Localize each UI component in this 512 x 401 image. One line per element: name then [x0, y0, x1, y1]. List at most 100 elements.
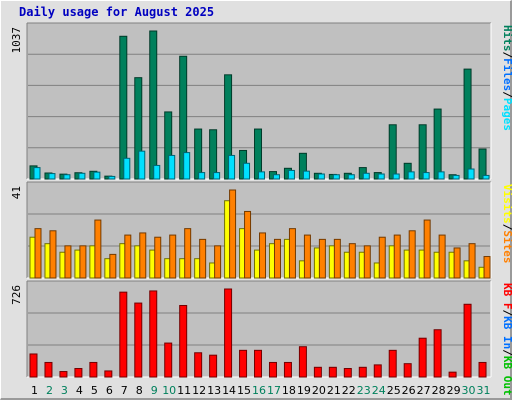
visits-bar-sites: [333, 238, 341, 279]
day-label: 9: [151, 384, 158, 397]
visits-bar-sites: [154, 236, 162, 279]
day-label: 8: [136, 384, 143, 397]
hits-bar-pages: [317, 173, 325, 180]
day-label: 3: [61, 384, 68, 397]
kbytes-bar-kb-f: [89, 361, 98, 378]
day-label: 19: [297, 384, 311, 397]
hits-bar-pages: [332, 174, 340, 180]
hits-bar-pages: [93, 171, 101, 180]
kbytes-bar-kb-f: [418, 337, 427, 378]
kbytes-legend-item: /: [501, 310, 512, 317]
hits-bar-pages: [138, 150, 146, 180]
visits-bar-sites: [453, 247, 461, 279]
hits-bar-pages: [213, 172, 221, 180]
hits-bar-hits: [418, 124, 427, 180]
kbytes-bar-kb-f: [179, 304, 188, 378]
kbytes-bar-kb-f: [313, 366, 322, 378]
visits-bar-sites: [79, 245, 87, 279]
kbytes-bar-kb-f: [194, 352, 203, 378]
day-label: 10: [162, 384, 176, 397]
day-label: 25: [387, 384, 401, 397]
hits-legend-item: Pages: [501, 98, 512, 131]
day-label: 15: [237, 384, 251, 397]
visits-bar-sites: [378, 236, 386, 279]
visits-bar-sites: [124, 234, 132, 279]
kbytes-bar-kb-f: [134, 302, 143, 378]
kbytes-bar-kb-f: [254, 349, 263, 378]
day-label: 6: [106, 384, 113, 397]
kbytes-legend-item: KB F: [501, 283, 512, 310]
hits-legend-item: Files: [501, 58, 512, 91]
kbytes-bar-kb-f: [448, 371, 457, 378]
hits-bar-hits: [388, 124, 397, 180]
hits-bar-pages: [362, 172, 370, 180]
visits-bar-sites: [259, 232, 267, 279]
visits-bar-sites: [94, 219, 102, 279]
day-label: 5: [91, 384, 98, 397]
hits-legend-item: Hits: [501, 25, 512, 52]
visits-legend: Visits/Sites: [501, 184, 512, 264]
kbytes-bar-kb-f: [209, 354, 218, 378]
kbytes-bar-kb-f: [358, 366, 367, 378]
kbytes-bar-kb-f: [59, 371, 68, 378]
kbytes-ymax-label: 726: [10, 285, 23, 305]
hits-bar-pages: [108, 175, 116, 180]
kbytes-bar-kb-f: [298, 346, 307, 378]
visits-bar-sites: [199, 238, 207, 279]
day-label: 30: [462, 384, 476, 397]
visits-bar-sites: [303, 234, 311, 279]
kbytes-bar-kb-f: [328, 366, 337, 378]
kbytes-bar-kb-f: [463, 303, 472, 378]
hits-legend: Hits/Files/Pages: [501, 25, 512, 131]
hits-bar-hits: [119, 35, 128, 180]
visits-ymax-label: 41: [10, 186, 23, 199]
day-label: 29: [447, 384, 461, 397]
visits-bar-sites: [229, 189, 237, 279]
visits-bar-sites: [169, 234, 177, 279]
hits-bar-pages: [407, 171, 415, 180]
kbytes-bar-kb-f: [149, 290, 158, 378]
visits-bar-sites: [438, 234, 446, 279]
visits-bar-sites: [348, 243, 356, 279]
hits-bar-hits: [254, 128, 263, 180]
day-label: 20: [312, 384, 326, 397]
hits-bar-hits: [149, 30, 158, 180]
day-label: 13: [207, 384, 221, 397]
visits-bar-sites: [139, 232, 147, 279]
visits-legend-item: Sites: [501, 230, 512, 263]
kbytes-bar-kb-f: [403, 363, 412, 378]
kbytes-legend-item: KB In: [501, 316, 512, 349]
kbytes-bar-kb-f: [104, 370, 113, 378]
day-label: 18: [282, 384, 296, 397]
hits-bar-pages: [123, 157, 131, 180]
day-label: 21: [327, 384, 341, 397]
hits-bar-pages: [198, 172, 206, 180]
day-label: 12: [192, 384, 206, 397]
kbytes-bar-kb-f: [373, 364, 382, 378]
hits-bar-pages: [347, 174, 355, 180]
hits-bar-pages: [168, 154, 176, 180]
hits-bar-pages: [272, 174, 280, 180]
visits-bar-sites: [49, 230, 57, 279]
kbytes-bar-kb-f: [433, 329, 442, 378]
kbytes-legend: KB F/KB In/KB Out: [501, 283, 512, 396]
visits-legend-item: Visits: [501, 184, 512, 224]
visits-bar-sites: [468, 243, 476, 279]
hits-bar-pages: [482, 174, 490, 180]
visits-bar-sites: [214, 245, 222, 279]
hits-bar-hits: [433, 108, 442, 180]
day-label: 24: [372, 384, 386, 397]
hits-bar-pages: [33, 167, 41, 180]
kbytes-bar-kb-f: [74, 368, 83, 378]
kbytes-bar-kb-f: [478, 361, 487, 378]
visits-bar-sites: [273, 238, 281, 279]
hits-legend-item: /: [501, 91, 512, 98]
kbytes-bar-kb-f: [44, 361, 53, 378]
hits-bar-pages: [377, 173, 385, 180]
hits-bar-hits: [209, 129, 218, 180]
hits-bar-hits: [478, 148, 487, 180]
kbytes-bar-kb-f: [388, 349, 397, 378]
hits-bar-hits: [463, 68, 472, 180]
